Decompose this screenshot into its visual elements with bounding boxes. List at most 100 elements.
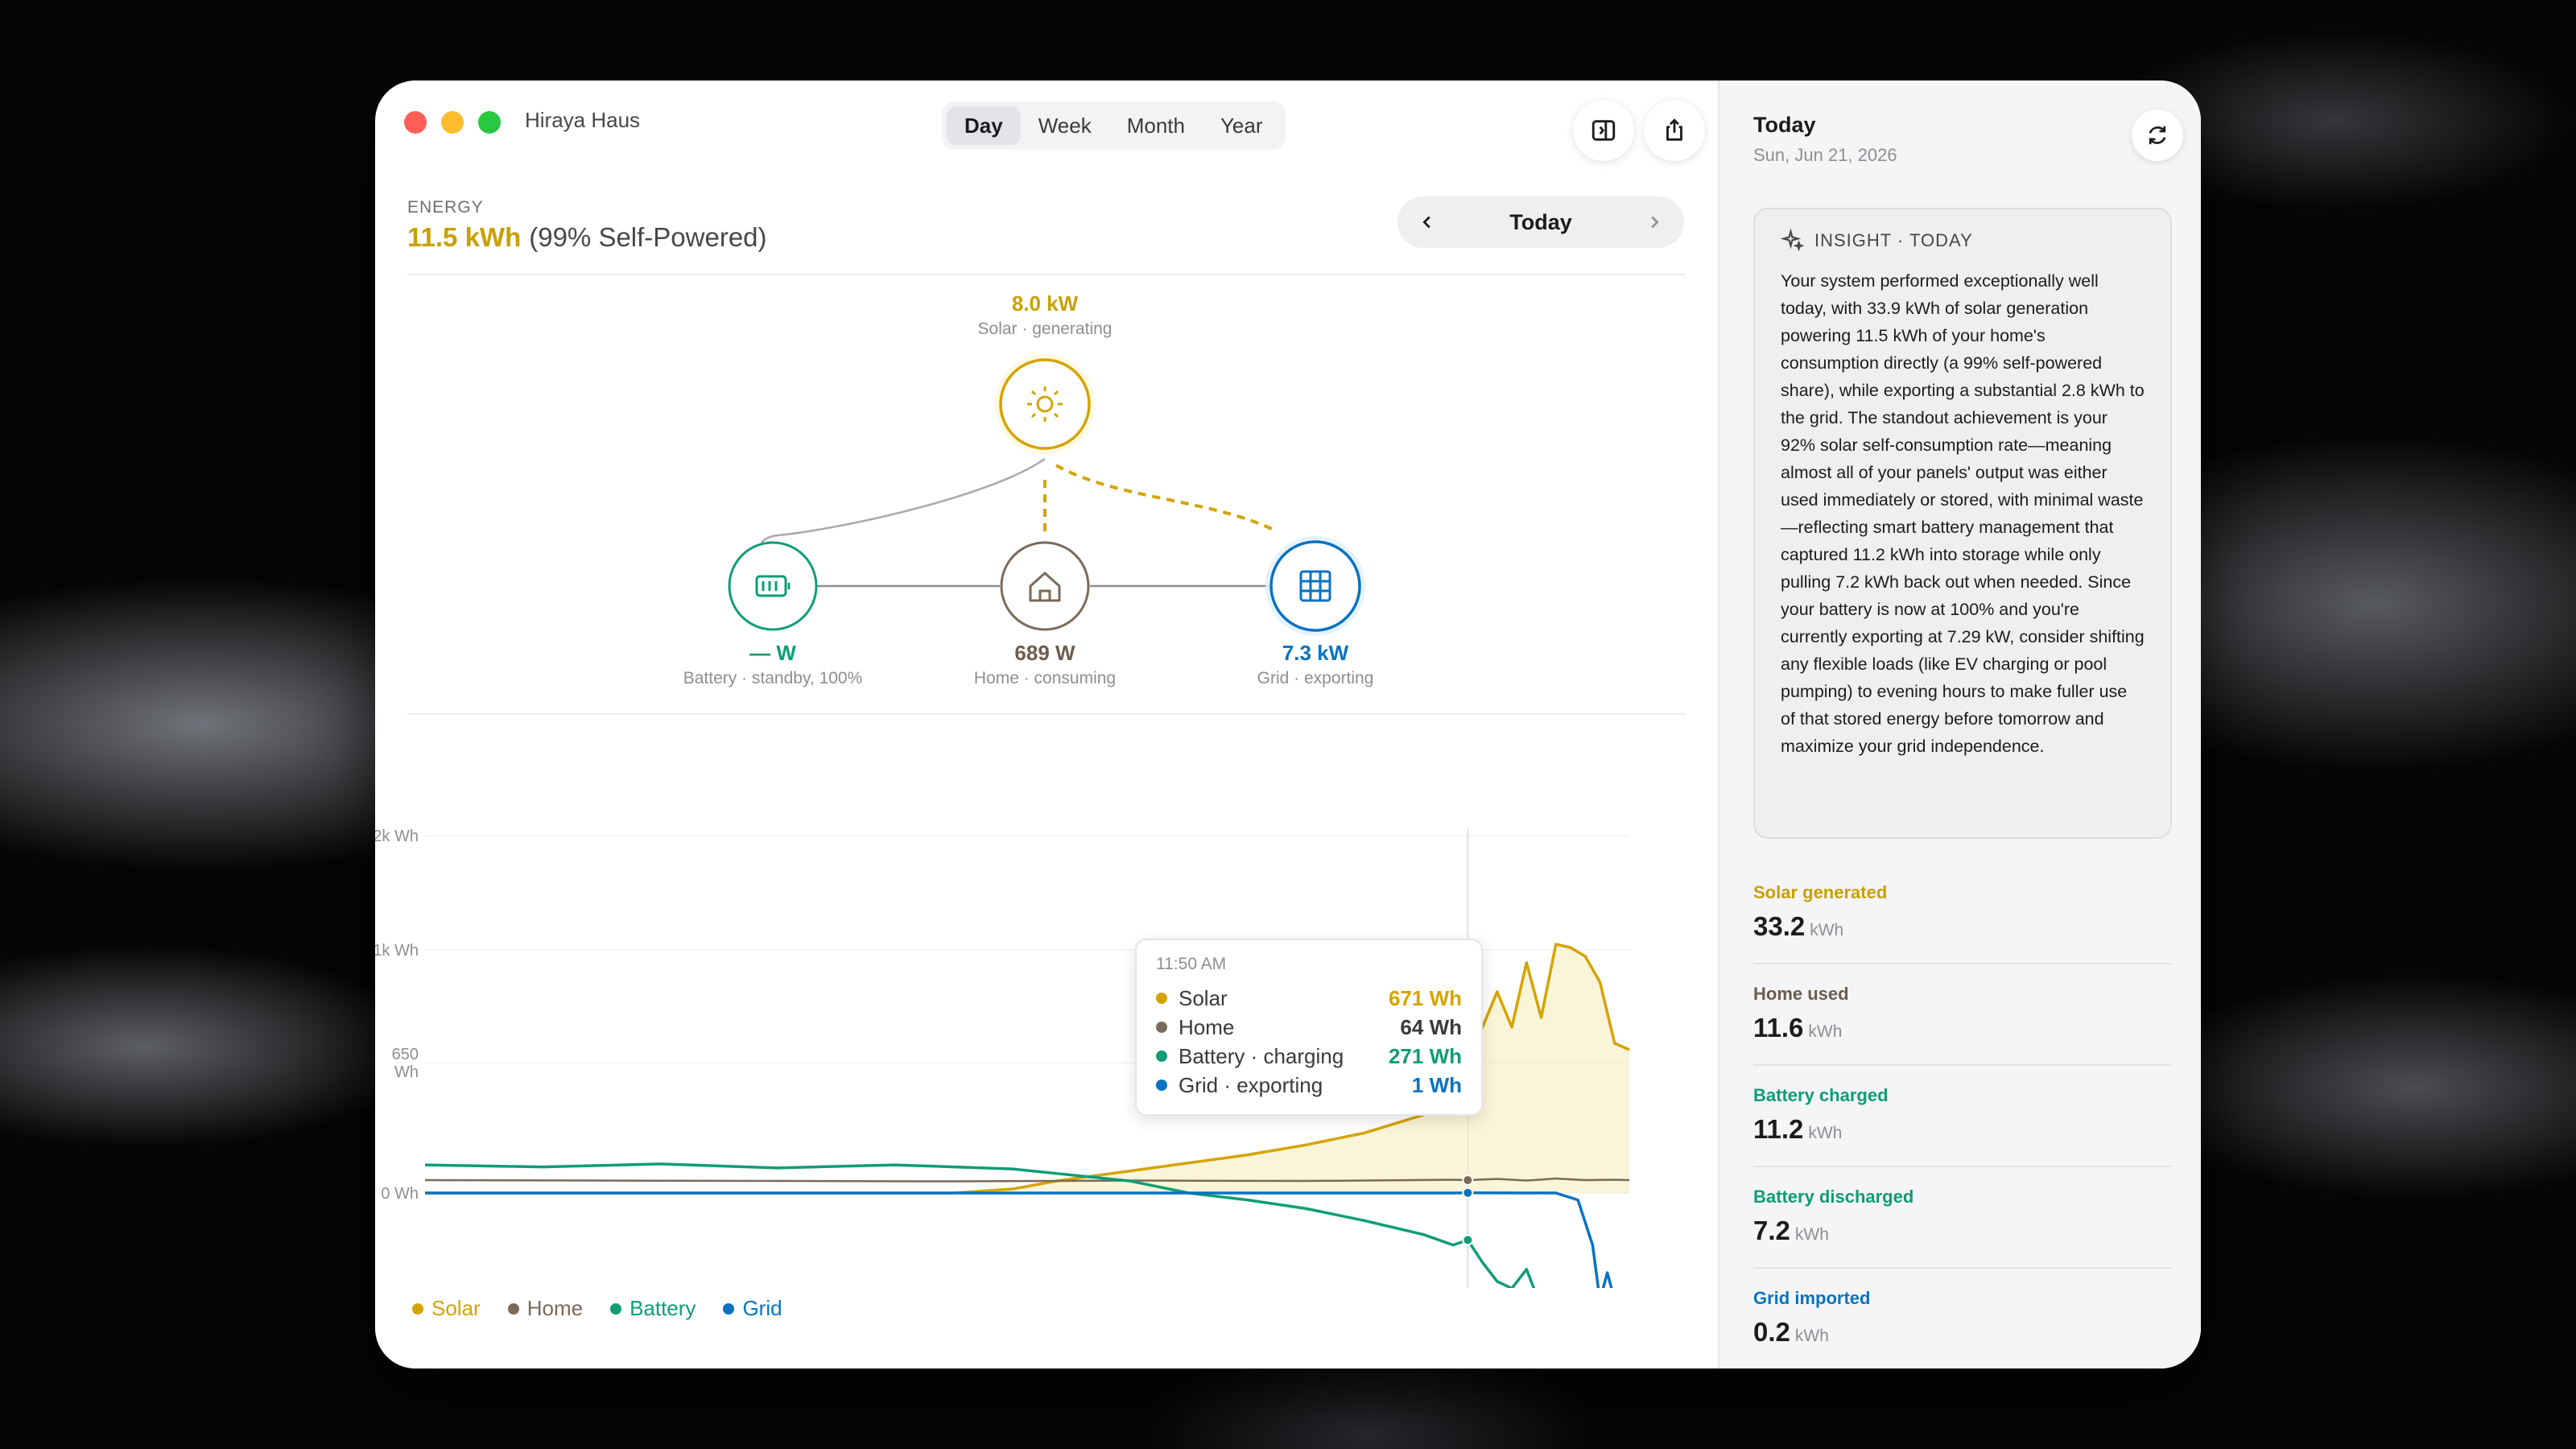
legend-label: Home	[526, 1296, 584, 1320]
grid-node-sub: Grid · exporting	[1257, 669, 1374, 687]
stat-divider	[1753, 1267, 2172, 1269]
tab-year[interactable]: Year	[1220, 113, 1263, 138]
stat-value: 11.2 kWh	[1753, 1114, 2172, 1145]
zoom-window-button[interactable]	[478, 111, 501, 134]
legend-item-solar[interactable]: Solar	[412, 1296, 481, 1321]
stat-divider	[1753, 1064, 2172, 1066]
stat-unit: kWh	[1808, 1124, 1843, 1142]
sidebar-date: Sun, Jun 21, 2026	[1753, 145, 1897, 165]
tooltip-row-value: 1 Wh	[1411, 1072, 1462, 1097]
battery-node[interactable]	[728, 541, 818, 631]
sun-icon	[1027, 386, 1063, 422]
sparkle-icon	[1781, 229, 1805, 252]
home-node[interactable]	[1000, 541, 1090, 631]
sidebar-toggle-icon	[1591, 120, 1616, 141]
energy-label: ENERGY	[407, 198, 484, 217]
stat-number: 7.2	[1753, 1216, 1790, 1245]
stat-unit: kWh	[1808, 1022, 1843, 1041]
chevron-right-icon[interactable]	[1645, 213, 1663, 231]
legend-item-grid[interactable]: Grid	[723, 1296, 782, 1321]
stat-battery-discharged: Battery discharged 7.2 kWh	[1753, 1187, 2172, 1246]
tooltip-swatch	[1156, 993, 1167, 1004]
battery-icon	[755, 575, 791, 597]
home-node-value: 689 W	[1014, 641, 1075, 665]
grid-icon	[1299, 570, 1331, 602]
tooltip-row-battery: Battery · charging 271 Wh	[1156, 1042, 1462, 1071]
series-line-home	[424, 1177, 1630, 1183]
stat-label: Home used	[1753, 984, 1849, 1004]
stat-grid-imported: Grid imported 0.2 kWh	[1753, 1288, 2172, 1348]
energy-total-value: 11.5 kWh	[407, 222, 522, 252]
home-node-label: 689 W Home · consuming	[916, 641, 1174, 688]
self-powered-percent: (99% Self-Powered)	[529, 222, 767, 252]
stat-home-used: Home used 11.6 kWh	[1753, 984, 2172, 1043]
stat-solar-generated: Solar generated 33.2 kWh	[1753, 882, 2172, 942]
home-node-sub: Home · consuming	[973, 669, 1117, 687]
legend-swatch	[507, 1302, 519, 1315]
series-line-grid	[425, 1191, 1613, 1288]
sidebar-toggle-button[interactable]	[1573, 100, 1634, 161]
stat-value: 7.2 kWh	[1753, 1216, 2172, 1246]
y-tick-label: 650 Wh	[392, 1046, 419, 1081]
tooltip-row-value: 271 Wh	[1388, 1043, 1462, 1068]
sidebar-title: Today	[1753, 113, 1816, 137]
flow-line-solar-battery	[761, 457, 1046, 543]
legend-item-battery[interactable]: Battery	[610, 1296, 696, 1321]
chart-legend: Solar Home Battery Grid	[412, 1296, 782, 1321]
stat-value: 0.2 kWh	[1753, 1317, 2172, 1348]
house-icon	[1029, 572, 1061, 602]
tab-month[interactable]: Month	[1126, 113, 1185, 138]
stat-unit: kWh	[1794, 1327, 1829, 1345]
solar-node-value: 8.0 kW	[1011, 291, 1079, 316]
tooltip-swatch	[1156, 1022, 1167, 1033]
insight-card: INSIGHT · TODAY Your system performed ex…	[1753, 208, 2172, 839]
y-tick-label: 2k Wh	[375, 828, 419, 845]
tooltip-row-label: Battery · charging	[1179, 1043, 1344, 1068]
tooltip-time: 11:50 AM	[1156, 955, 1227, 973]
chevron-left-icon[interactable]	[1418, 213, 1436, 231]
solar-node-sub: Solar · generating	[977, 320, 1113, 338]
stat-divider	[1753, 963, 2172, 964]
refresh-icon	[2149, 126, 2166, 145]
tooltip-row-value: 64 Wh	[1400, 1014, 1462, 1039]
stat-value: 33.2 kWh	[1753, 911, 2172, 942]
chart-tooltip: 11:50 AM Solar 671 Wh Home 64 Wh Battery · c…	[1135, 939, 1483, 1116]
insight-header: INSIGHT · TODAY	[1781, 229, 2145, 253]
solar-node[interactable]	[999, 358, 1091, 450]
stat-label: Solar generated	[1753, 882, 1888, 902]
divider	[407, 274, 1686, 275]
stat-number: 0.2	[1753, 1317, 1790, 1347]
legend-item-home[interactable]: Home	[507, 1296, 584, 1321]
stat-unit: kWh	[1794, 1225, 1829, 1244]
energy-flow-diagram	[728, 354, 1365, 636]
main-pane: Hiraya Haus Day Week Month Year ENERGY 1…	[375, 80, 1718, 1368]
minimize-window-button[interactable]	[441, 111, 464, 134]
date-navigator: Today	[1397, 196, 1684, 248]
grid-node-value: 7.3 kW	[1282, 641, 1349, 665]
battery-node-sub: Battery · standby, 100%	[683, 669, 863, 687]
date-label[interactable]: Today	[1509, 209, 1572, 234]
legend-swatch	[723, 1302, 735, 1315]
tab-week[interactable]: Week	[1038, 113, 1092, 138]
share-button[interactable]	[1644, 100, 1705, 161]
tooltip-row-value: 671 Wh	[1388, 985, 1462, 1010]
stat-value: 11.6 kWh	[1753, 1013, 2172, 1043]
tooltip-row-label: Grid · exporting	[1179, 1072, 1323, 1097]
tab-day[interactable]: Day	[947, 106, 1021, 145]
grid-node[interactable]	[1269, 540, 1361, 632]
grid-node-label: 7.3 kW Grid · exporting	[1187, 641, 1444, 688]
stat-label: Battery discharged	[1753, 1187, 1914, 1207]
tooltip-row-label: Home	[1179, 1014, 1235, 1039]
stat-divider	[1753, 1166, 2172, 1167]
close-window-button[interactable]	[404, 111, 427, 134]
legend-swatch	[610, 1302, 622, 1315]
battery-node-label: — W Battery · standby, 100%	[644, 641, 902, 688]
solar-node-label: 8.0 kW Solar · generating	[916, 291, 1174, 339]
series-line-battery	[424, 1162, 1536, 1288]
energy-summary: 11.5 kWh (99% Self-Powered)	[407, 222, 767, 253]
y-tick-label: 0 Wh	[381, 1185, 419, 1203]
tooltip-row-label: Solar	[1179, 985, 1228, 1010]
refresh-button[interactable]	[2132, 109, 2183, 161]
insights-sidebar: Today Sun, Jun 21, 2026 INSIGHT · TODAY …	[1718, 80, 2201, 1368]
